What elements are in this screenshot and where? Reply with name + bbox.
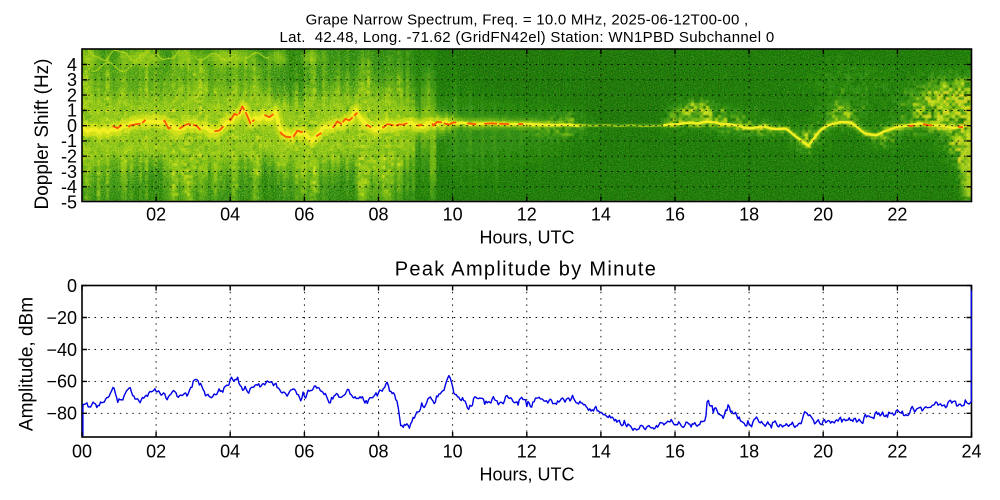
svg-text:-5: -5 [61,192,77,212]
svg-text:14: 14 [591,442,611,462]
svg-text:12: 12 [517,205,537,225]
svg-text:−60: −60 [46,372,77,392]
svg-text:Lat. 42.48, Long. -71.62 (Gri: Lat. 42.48, Long. -71.62 (GridFN42el) St… [279,29,774,46]
svg-text:Peak Amplitude by Minute: Peak Amplitude by Minute [395,259,657,281]
svg-text:Amplitude, dBm: Amplitude, dBm [17,297,38,431]
svg-text:18: 18 [739,205,759,225]
svg-text:-4: -4 [61,177,77,197]
svg-text:18: 18 [739,442,759,462]
svg-text:10: 10 [443,442,463,462]
svg-text:08: 08 [368,442,388,462]
svg-text:22: 22 [887,205,907,225]
svg-text:22: 22 [887,442,907,462]
svg-text:04: 04 [220,442,240,462]
svg-text:20: 20 [813,442,833,462]
svg-text:04: 04 [220,205,240,225]
svg-text:−80: −80 [46,404,77,424]
svg-text:4: 4 [67,55,77,75]
svg-text:Hours, UTC: Hours, UTC [479,465,574,485]
svg-text:02: 02 [146,442,166,462]
svg-text:2: 2 [67,85,77,105]
svg-text:08: 08 [368,205,388,225]
svg-text:16: 16 [665,205,685,225]
svg-text:-2: -2 [61,147,77,167]
svg-text:20: 20 [813,205,833,225]
svg-text:-1: -1 [61,131,77,151]
svg-text:1: 1 [67,101,77,121]
svg-text:−20: −20 [46,308,77,328]
svg-text:06: 06 [294,442,314,462]
svg-text:10: 10 [443,205,463,225]
svg-text:Hours, UTC: Hours, UTC [479,228,574,248]
svg-text:Grape Narrow Spectrum, Freq. =: Grape Narrow Spectrum, Freq. = 10.0 MHz,… [306,12,749,29]
svg-text:3: 3 [67,70,77,90]
svg-text:0: 0 [67,116,77,136]
svg-text:−40: −40 [46,340,77,360]
svg-text:Doppler Shift (Hz): Doppler Shift (Hz) [32,59,53,210]
svg-text:02: 02 [146,205,166,225]
svg-text:0: 0 [67,276,77,296]
svg-text:24: 24 [961,442,981,462]
svg-text:06: 06 [294,205,314,225]
svg-text:16: 16 [665,442,685,462]
svg-text:-3: -3 [61,162,77,182]
svg-text:12: 12 [517,442,537,462]
svg-text:00: 00 [72,442,92,462]
svg-text:14: 14 [591,205,611,225]
